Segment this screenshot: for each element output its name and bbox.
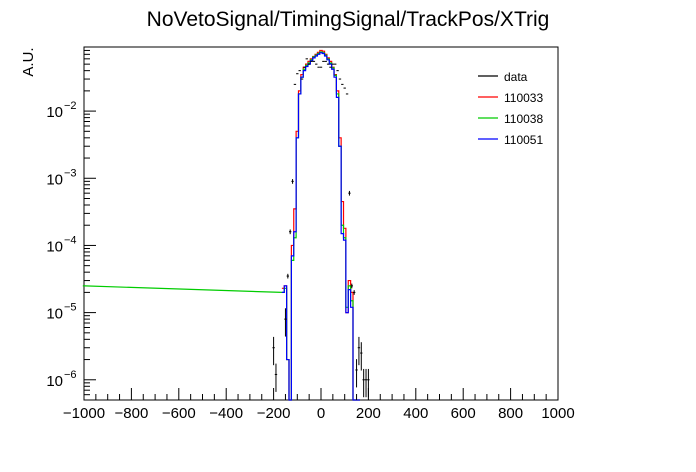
- data-point: [322, 60, 325, 62]
- data-point: [289, 229, 292, 235]
- x-tick-label: −800: [115, 405, 149, 422]
- legend-label: 110051: [504, 133, 543, 147]
- y-tick-label: 10: [46, 238, 63, 255]
- series-layer: [82, 49, 370, 401]
- data-point: [336, 70, 339, 72]
- x-tick-label: 800: [498, 405, 523, 422]
- axis-layer: −1000 −800 −600 −400 −200 0 200 400 600 800 1000 10…: [46, 46, 575, 422]
- data-point: [352, 290, 356, 295]
- data-point: [362, 368, 365, 398]
- data-point: [291, 179, 294, 184]
- data-point: [300, 78, 304, 80]
- y-tick-label: 10: [46, 306, 63, 323]
- data-point: [357, 336, 361, 366]
- x-tick-label: 400: [403, 405, 428, 422]
- data-point: [298, 70, 301, 72]
- series-line-110051: [281, 52, 361, 401]
- data-point: [319, 66, 323, 68]
- data-point: [312, 60, 316, 62]
- legend: data 110033 110038 110051: [478, 70, 543, 147]
- data-point: [343, 87, 346, 89]
- data-point: [341, 83, 344, 85]
- series-line-110038: [82, 51, 361, 401]
- y-axis-label: A.U.: [20, 47, 37, 76]
- y-tick-exponent: −2: [64, 100, 77, 112]
- legend-label: 110033: [504, 91, 543, 105]
- y-tick-exponent: −4: [64, 234, 77, 246]
- y-tick-exponent: −5: [64, 302, 77, 314]
- data-point: [329, 66, 332, 68]
- data-point: [355, 359, 358, 388]
- legend-entry: 110038: [478, 112, 543, 126]
- series-line-110033: [281, 49, 361, 401]
- y-tick-exponent: −6: [64, 369, 77, 381]
- x-tick-label: −400: [209, 405, 243, 422]
- data-point: [317, 66, 320, 68]
- data-point: [326, 63, 330, 65]
- y-tick-label: 10: [46, 171, 63, 188]
- data-point: [324, 60, 327, 62]
- data-point: [305, 58, 308, 60]
- data-point: [348, 190, 351, 196]
- data-point: [286, 273, 290, 279]
- data-point: [293, 83, 297, 85]
- x-tick-label: −200: [257, 405, 291, 422]
- legend-entry: 110051: [478, 133, 543, 147]
- legend-label: data: [504, 70, 528, 84]
- data-point: [360, 342, 363, 371]
- x-tick-label: −600: [162, 405, 196, 422]
- plot-frame: [83, 46, 559, 401]
- data-point: [307, 63, 311, 65]
- data-point: [350, 283, 353, 289]
- x-tick-label: −1000: [63, 405, 105, 422]
- data-point: [303, 66, 306, 68]
- data-point: [345, 93, 349, 95]
- data-point: [364, 368, 368, 398]
- data-point: [272, 336, 275, 366]
- data-point: [331, 63, 335, 65]
- data-point: [274, 363, 278, 392]
- x-tick-label: 0: [317, 405, 325, 422]
- y-tick-exponent: −3: [64, 167, 77, 179]
- data-point: [310, 60, 313, 62]
- data-point: [284, 308, 287, 337]
- data-point: [334, 63, 337, 65]
- y-tick-label: 10: [46, 104, 63, 121]
- x-tick-label: 600: [451, 405, 476, 422]
- x-tick-label: 1000: [541, 405, 574, 422]
- data-point: [338, 78, 342, 80]
- x-tick-label: 200: [356, 405, 381, 422]
- legend-entry: data: [478, 70, 528, 84]
- data-point: [296, 73, 299, 75]
- chart-title: NoVetoSignal/TimingSignal/TrackPos/XTrig: [147, 8, 550, 31]
- legend-label: 110038: [504, 112, 543, 126]
- data-point: [315, 63, 318, 65]
- y-tick-label: 10: [46, 373, 63, 390]
- legend-entry: 110033: [478, 91, 543, 105]
